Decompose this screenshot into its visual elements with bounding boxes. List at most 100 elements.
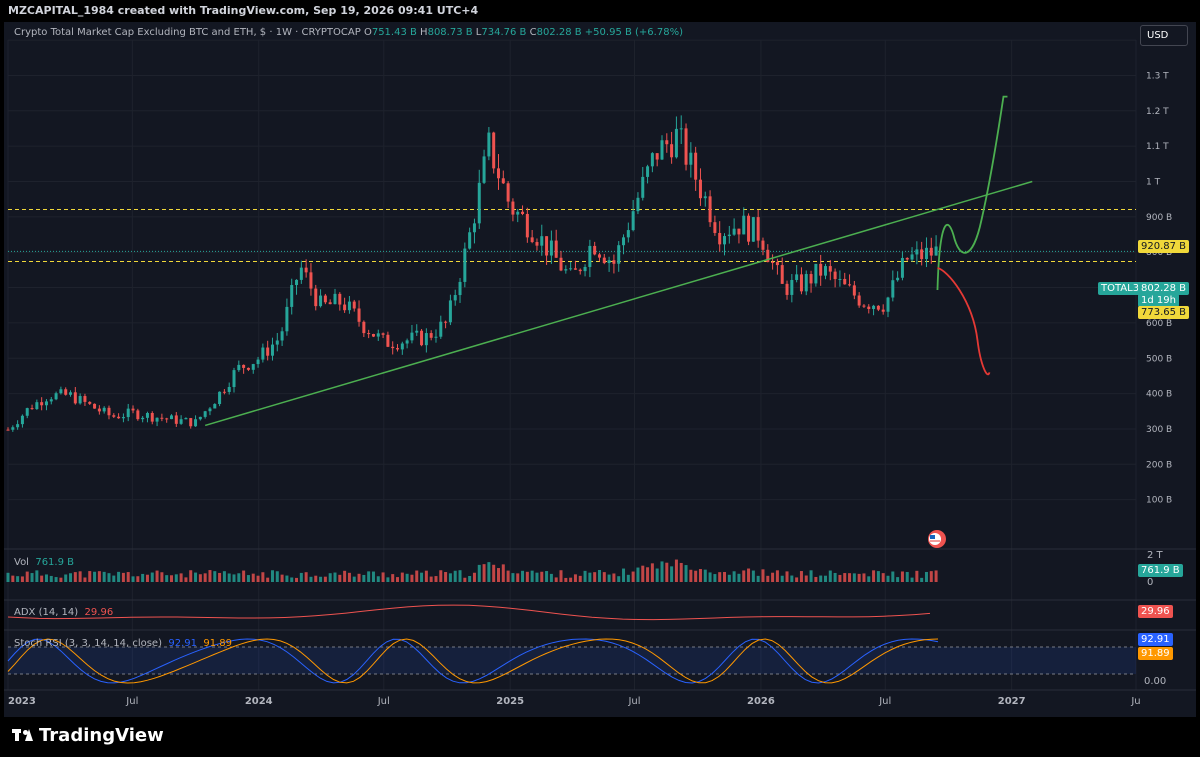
candle-body	[131, 408, 135, 411]
us-flag-icon[interactable]	[928, 530, 946, 548]
volume-bar	[535, 572, 539, 582]
volume-bar	[626, 574, 630, 582]
candle-body	[535, 242, 539, 246]
candle-body	[689, 152, 693, 165]
candle-body	[891, 280, 895, 298]
stoch-rsi-pane	[7, 638, 1136, 684]
candle-body	[713, 222, 717, 233]
volume-bar	[299, 572, 303, 582]
candle-body	[323, 295, 327, 303]
volume-bar	[511, 573, 515, 582]
candle-body	[583, 266, 587, 272]
volume-bar	[737, 573, 741, 582]
candle-body	[723, 236, 727, 245]
candle-body	[622, 237, 626, 246]
candle-body	[804, 274, 808, 292]
price-axis-label: 300 B	[1146, 425, 1172, 435]
volume-bar	[131, 576, 135, 582]
time-axis-label: Jul	[878, 696, 891, 707]
volume-bar	[35, 570, 39, 582]
candle-body	[674, 128, 678, 158]
volume-bar	[463, 577, 467, 582]
volume-bar	[482, 564, 486, 582]
candle-body	[376, 333, 380, 337]
candle-body	[771, 262, 775, 264]
volume-bar	[650, 563, 654, 582]
header-bar: MZCAPITAL_1984 created with TradingView.…	[0, 0, 1200, 22]
candle-body	[155, 417, 159, 422]
volume-bar	[670, 566, 674, 582]
candle-body	[448, 300, 452, 323]
candle-body	[708, 196, 712, 223]
time-axis-label: Ju	[1130, 696, 1140, 707]
volume-bar	[694, 570, 698, 582]
stoch-k-line	[7, 638, 939, 684]
adx-label: ADX (14, 14)	[14, 607, 79, 618]
candle-body	[439, 321, 443, 337]
volume-bar	[410, 574, 414, 582]
candle-body	[405, 340, 409, 344]
candle-body	[646, 166, 650, 177]
volume-bar	[530, 570, 534, 582]
candle-body	[852, 285, 856, 296]
adx-line	[7, 604, 931, 621]
volume-bar	[314, 575, 318, 582]
candle-body	[799, 274, 803, 292]
volume-bar	[795, 577, 799, 582]
volume-bar	[391, 574, 395, 582]
volume-bar	[477, 564, 481, 582]
candle-body	[429, 333, 433, 338]
volume-bar	[597, 570, 601, 582]
candle-body	[482, 156, 486, 183]
volume-bar	[16, 576, 20, 582]
candle-body	[251, 364, 255, 370]
candle-body	[11, 427, 15, 430]
level-low-tag: 773.65 B	[1138, 306, 1190, 319]
time-axis-label: Jul	[377, 696, 390, 707]
candle-body	[69, 392, 73, 395]
adx-pane	[7, 604, 931, 621]
candle-body	[30, 408, 34, 410]
volume-bar	[160, 572, 164, 582]
candle-body	[679, 128, 683, 130]
candle-body	[410, 332, 414, 341]
candle-body	[280, 331, 284, 341]
candle-body	[367, 333, 371, 335]
candle-body	[929, 247, 933, 256]
volume-bar	[742, 570, 746, 582]
candle-body	[848, 284, 852, 286]
volume-bar	[891, 571, 895, 582]
tradingview-logo[interactable]: TradingView	[12, 725, 164, 746]
volume-bar	[400, 572, 404, 582]
candle-body	[843, 278, 847, 285]
volume-bar	[218, 572, 222, 582]
close-label: C	[529, 27, 537, 38]
adx-tag: 29.96	[1138, 605, 1173, 618]
volume-bar	[723, 571, 727, 582]
candle-body	[684, 128, 688, 165]
candle-body	[73, 392, 77, 404]
candle-body	[295, 279, 299, 286]
volume-bar	[809, 570, 813, 582]
candle-body	[573, 268, 577, 270]
candle-body	[415, 330, 419, 333]
candle-body	[347, 301, 351, 311]
low-label: L	[475, 27, 482, 38]
volume-bar	[602, 572, 606, 582]
volume-bar	[54, 577, 58, 582]
volume-bar	[718, 572, 722, 582]
volume-bar	[328, 573, 332, 582]
volume-bar	[540, 571, 544, 582]
candle-body	[809, 274, 813, 284]
candle-body	[285, 306, 289, 332]
volume-bar	[11, 575, 15, 582]
candle-body	[424, 333, 428, 346]
currency-button[interactable]: USD	[1140, 25, 1188, 46]
candle-body	[578, 269, 582, 272]
volume-bar	[424, 570, 428, 582]
candle-body	[179, 419, 183, 424]
scenario-paths	[936, 95, 1008, 376]
volume-bar	[59, 577, 63, 582]
